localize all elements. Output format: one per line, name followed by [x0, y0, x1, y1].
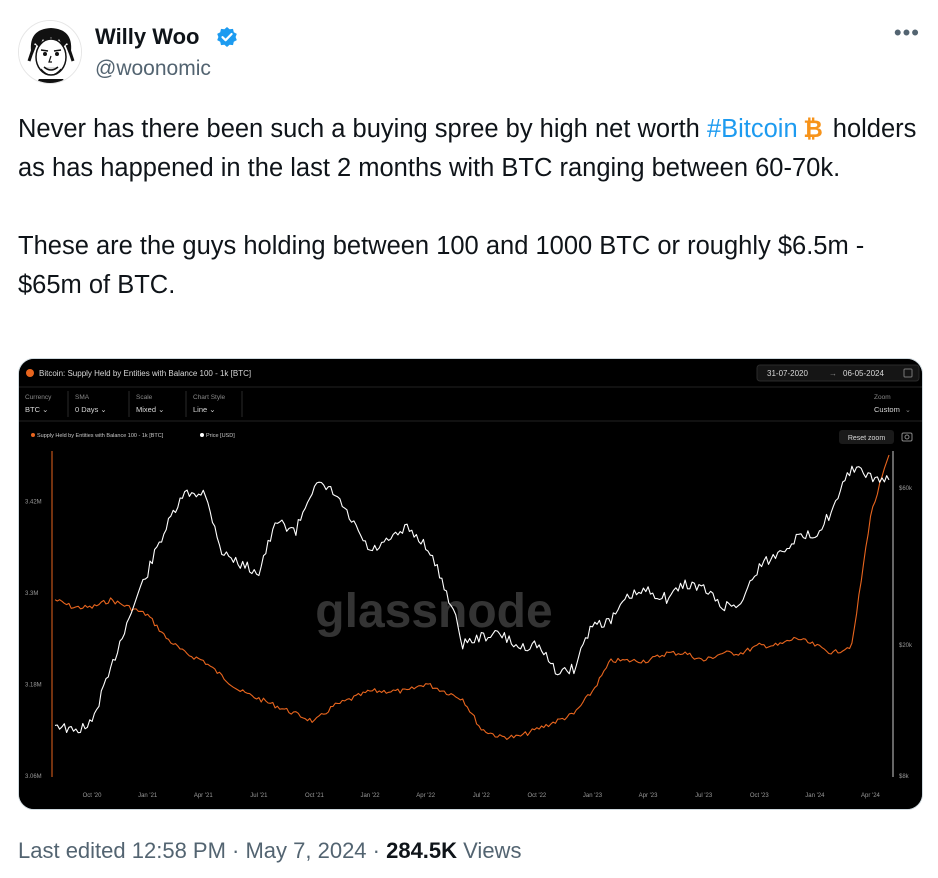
control-select[interactable]: 0 Days ⌄ [75, 405, 107, 414]
avatar-illustration [19, 21, 81, 83]
x-tick-label: Jul '23 [695, 793, 713, 799]
author-avatar[interactable] [18, 20, 82, 84]
zoom-chevron-icon: ⌄ [905, 407, 911, 414]
author-handle[interactable]: @woonomic [95, 57, 211, 80]
x-tick-label: Oct '22 [527, 793, 546, 799]
x-tick-label: Apr '23 [639, 793, 658, 799]
tweet-meta: Last edited 12:58 PM · May 7, 2024 · 284… [18, 838, 521, 864]
x-tick-label: Apr '24 [861, 793, 880, 799]
title-dot-icon [26, 369, 34, 377]
legend-marker [200, 433, 204, 437]
tweet-line-1: Never has there been such a buying spree… [18, 115, 707, 143]
y-right-tick-label: $8k [899, 774, 910, 780]
chart-title: Bitcoin: Supply Held by Entities with Ba… [39, 369, 251, 378]
x-tick-label: Oct '23 [750, 793, 769, 799]
y-left-tick-label: 3.06M [25, 774, 42, 780]
price-series-line [54, 465, 890, 734]
calendar-icon[interactable] [903, 368, 913, 378]
control-select[interactable]: Mixed ⌄ [136, 405, 164, 414]
zoom-label: Zoom [874, 394, 891, 401]
camera-lens [904, 434, 910, 440]
y-left-tick-label: 3.18M [25, 683, 42, 689]
chart-series [54, 454, 890, 740]
bitcoin-emoji-icon: ₿ [803, 115, 823, 141]
x-tick-label: Jan '22 [360, 793, 380, 799]
y-left-tick-label: 3.3M [25, 591, 38, 597]
verified-badge-icon [217, 27, 237, 47]
x-tick-label: Jul '21 [250, 793, 268, 799]
date-range-box[interactable] [756, 364, 920, 382]
control-label: Scale [136, 394, 153, 401]
tweet-line-1b: holders as has happened in the last 2 mo… [18, 115, 917, 182]
legend-marker [31, 433, 35, 437]
x-tick-label: Oct '20 [83, 793, 102, 799]
more-options-icon[interactable]: ••• [893, 20, 920, 45]
x-tick-label: Jan '23 [583, 793, 603, 799]
edited-timestamp[interactable]: Last edited 12:58 PM · May 7, 2024 · [18, 838, 387, 863]
chart-image[interactable]: Bitcoin: Supply Held by Entities with Ba… [18, 358, 923, 810]
zoom-select[interactable]: Custom [874, 405, 900, 414]
svg-text:₿: ₿ [803, 115, 823, 141]
control-label: Currency [25, 394, 52, 401]
camera-icon[interactable] [901, 432, 913, 442]
reset-zoom-button[interactable] [839, 430, 894, 444]
control-select[interactable]: BTC ⌄ [25, 405, 48, 414]
author-name[interactable]: Willy Woo [95, 24, 200, 49]
x-tick-label: Apr '22 [416, 793, 435, 799]
chart-axes: 3.42M 3.3M 3.18M 3.06M $60k $20k $8k Oct '20 Jan… [25, 486, 913, 799]
date-to[interactable]: 06-05-2024 [843, 369, 884, 378]
x-tick-label: Apr '21 [194, 793, 213, 799]
y-right-tick-label: $60k [899, 486, 913, 492]
supply-series-line [54, 454, 890, 740]
legend-entry[interactable]: Price [USD] [206, 433, 235, 439]
control-label: SMA [75, 394, 90, 401]
reset-zoom-label[interactable]: Reset zoom [848, 435, 886, 442]
views-count: 284.5K [386, 838, 458, 863]
chart-controls: Currency BTC ⌄ SMA 0 Days ⌄ Scale Mixed ⌄ Char… [25, 391, 243, 417]
x-tick-label: Jul '22 [473, 793, 491, 799]
date-separator: → [829, 369, 837, 378]
glassnode-watermark: glassnode [315, 585, 552, 638]
legend-entry[interactable]: Supply Held by Entities with Balance 100… [37, 433, 164, 439]
control-select[interactable]: Line ⌄ [193, 405, 216, 414]
y-right-tick-label: $20k [899, 643, 913, 649]
date-from[interactable]: 31-07-2020 [767, 369, 808, 378]
glassnode-chart: Bitcoin: Supply Held by Entities with Ba… [19, 359, 922, 809]
tweet-paragraph-1: Never has there been such a buying spree… [18, 110, 923, 188]
tweet-paragraph-2: These are the guys holding between 100 a… [18, 232, 865, 299]
x-tick-label: Jan '21 [138, 793, 158, 799]
views-label: Views [457, 838, 522, 863]
chart-legend: Supply Held by Entities with Balance 100… [31, 433, 235, 439]
x-tick-label: Jan '24 [805, 793, 825, 799]
x-tick-label: Oct '21 [305, 793, 324, 799]
tweet-text: Never has there been such a buying spree… [18, 110, 923, 305]
hashtag-link[interactable]: #Bitcoin [706, 115, 798, 143]
y-left-tick-label: 3.42M [25, 500, 42, 506]
control-label: Chart Style [193, 394, 226, 401]
